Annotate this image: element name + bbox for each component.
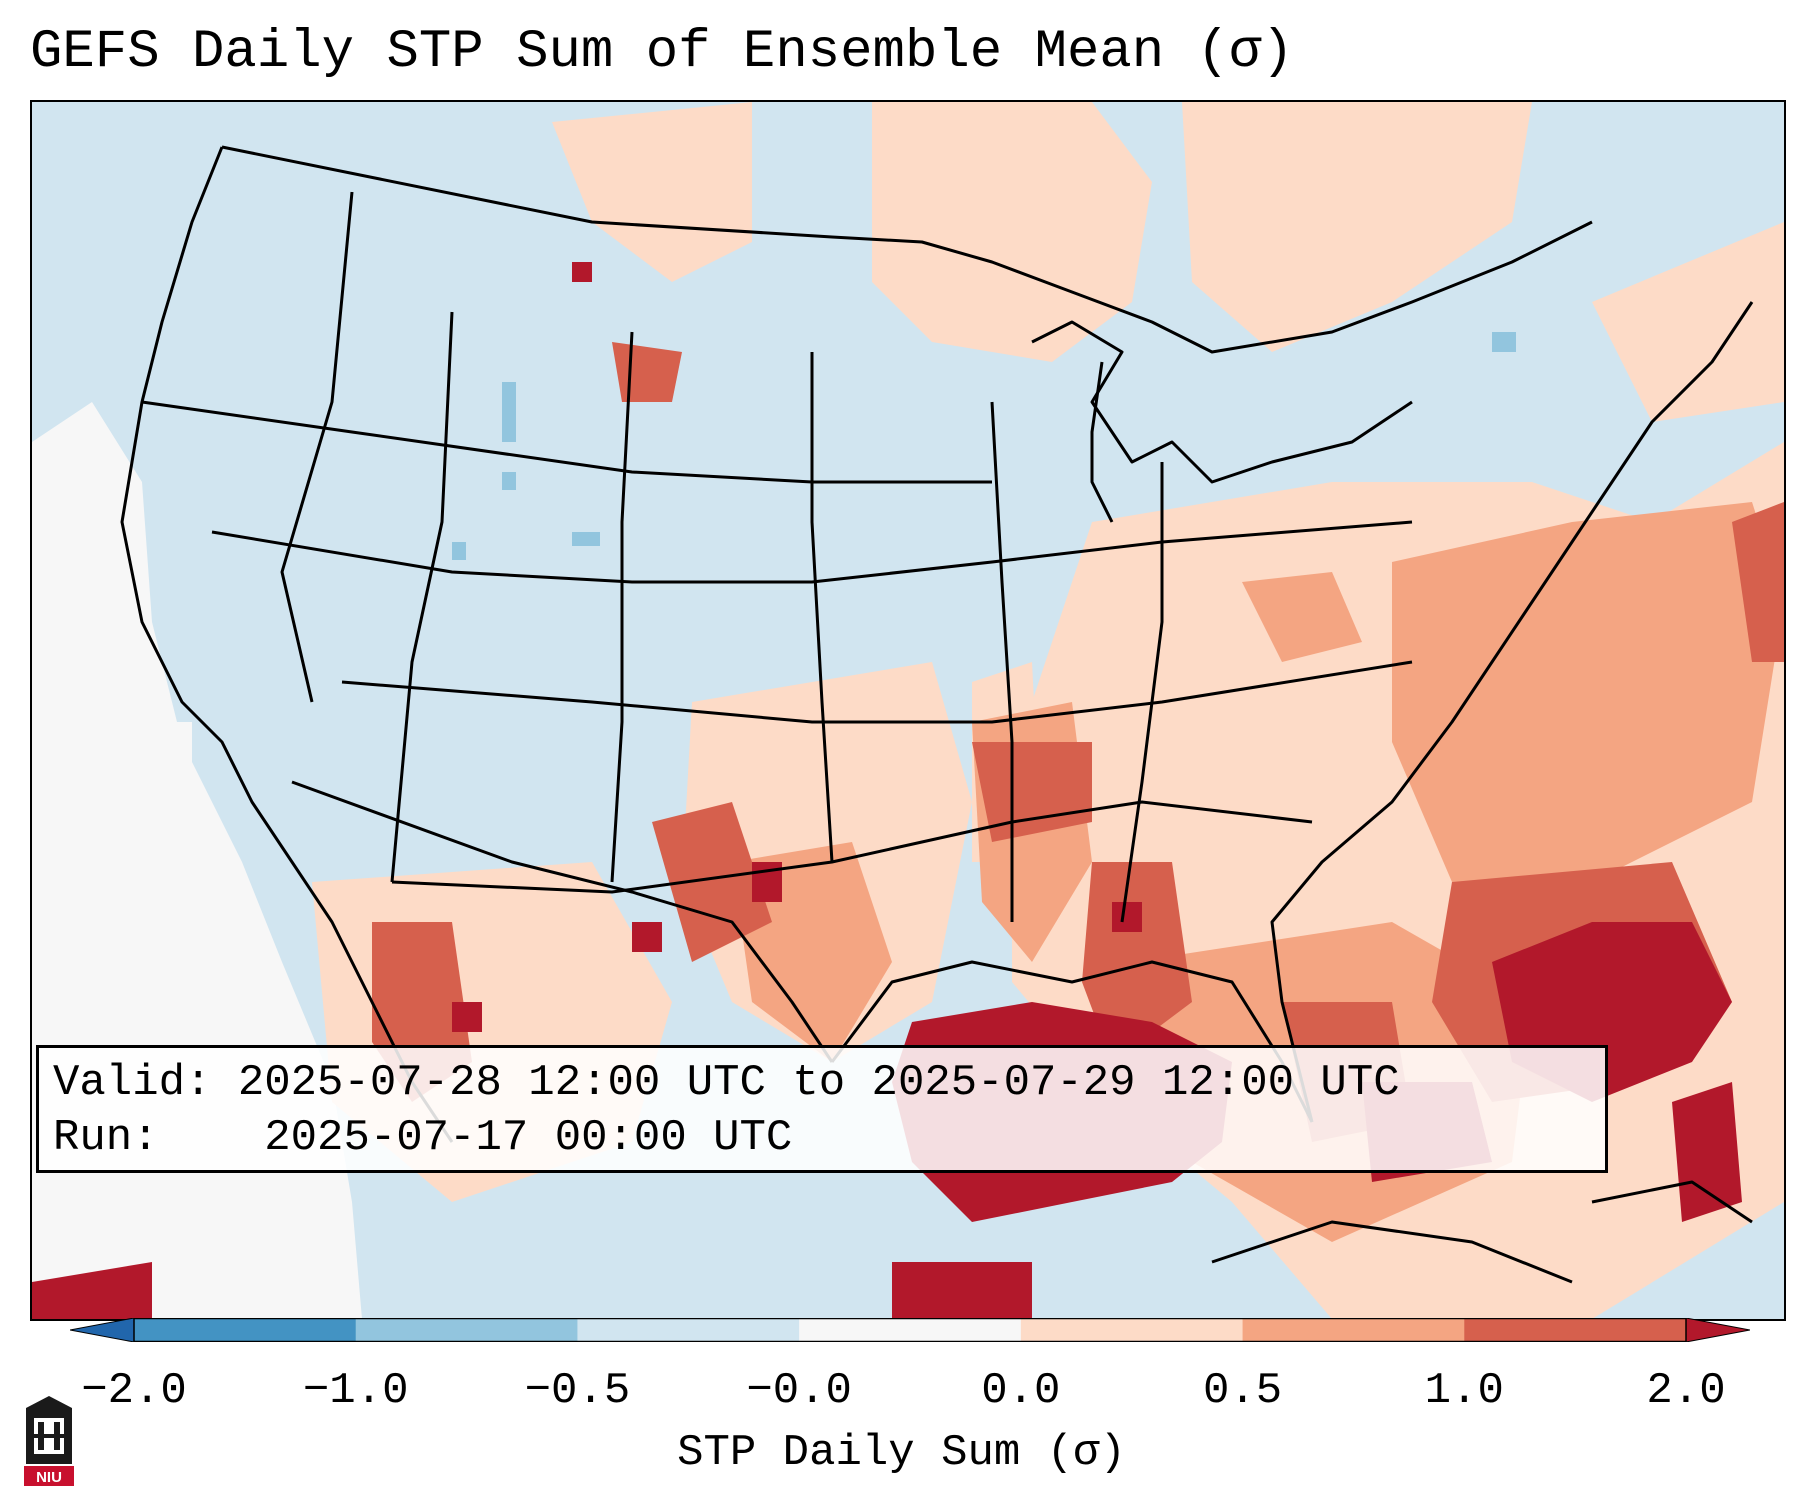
colorbar-tick-label: 2.0: [1646, 1366, 1726, 1416]
boundaries: [120, 145, 1754, 1284]
colorbar-under-extend: [70, 1318, 135, 1342]
colorbar: [70, 1318, 1750, 1342]
colorbar-segment: [1020, 1318, 1244, 1342]
north-moderate-area: [552, 102, 1784, 422]
colorbar-segment: [355, 1318, 578, 1342]
colorbar-segment: [134, 1318, 357, 1342]
colorbar-tick-label: 0.5: [1202, 1366, 1283, 1416]
colorbar-tick-label: 0.0: [981, 1366, 1061, 1416]
colorbar-frame: [133, 1318, 1687, 1342]
logo-banner: [24, 1466, 74, 1486]
colorbar-tick-label: −1.0: [302, 1366, 409, 1416]
colorbar-segment: [1464, 1318, 1687, 1342]
run-time: 2025-07-17 00:00 UTC: [264, 1113, 793, 1163]
colorbar-tick-label: −0.5: [524, 1366, 631, 1416]
valid-range: 2025-07-28 12:00 UTC to 2025-07-29 12:00…: [237, 1058, 1400, 1108]
colorbar-tick-label: 1.0: [1424, 1366, 1504, 1416]
niu-logo: NIU: [24, 1396, 74, 1486]
colorbar-segment: [577, 1318, 800, 1342]
chart-title: GEFS Daily STP Sum of Ensemble Mean (σ): [30, 22, 1294, 83]
colorbar-segment: [1242, 1318, 1465, 1342]
run-label: Run:: [53, 1113, 159, 1163]
colorbar-label: STP Daily Sum (σ): [677, 1428, 1126, 1478]
colorbar-over-extend: [1685, 1318, 1750, 1342]
logo-text: NIU: [36, 1469, 62, 1486]
layer-negative: [452, 332, 1516, 560]
valid-label: Valid:: [53, 1058, 212, 1108]
colorbar-tick-label: −2.0: [81, 1366, 187, 1416]
colorbar-tick-label: −0.0: [746, 1366, 852, 1416]
info-box: Valid: 2025-07-28 12:00 UTC to 2025-07-2…: [36, 1045, 1608, 1173]
colorbar-segment: [799, 1318, 1022, 1342]
